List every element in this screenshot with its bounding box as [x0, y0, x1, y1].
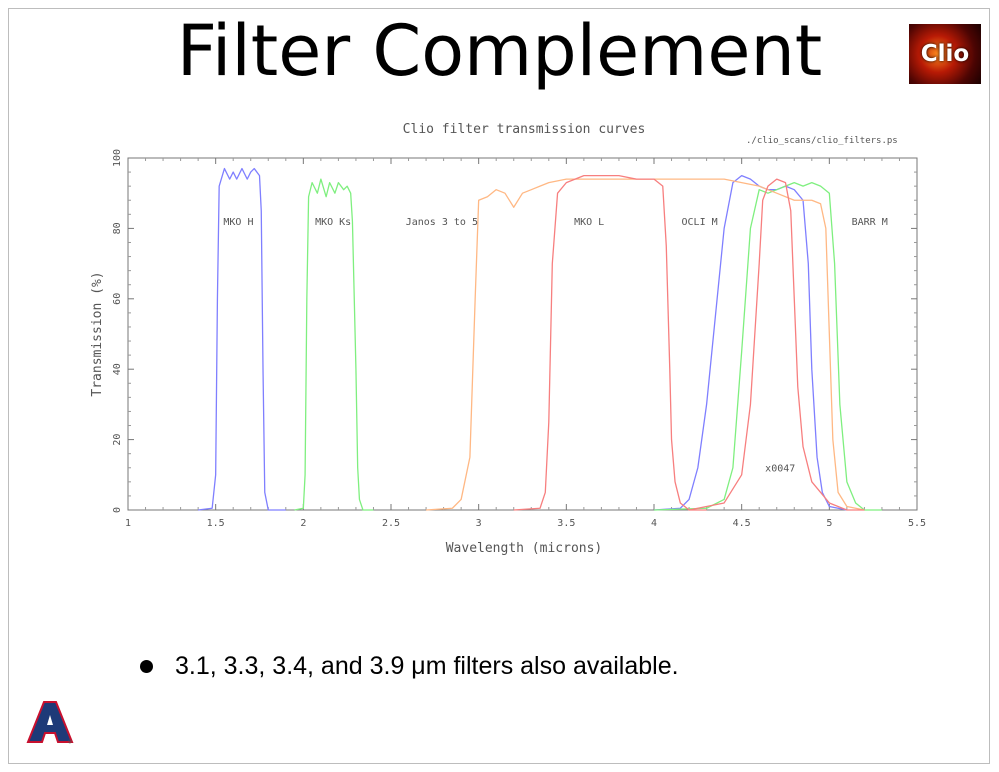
y-tick-label: 80: [112, 222, 123, 234]
x-axis-label: Wavelength (microns): [446, 541, 603, 556]
filter-transmission-chart: Clio filter transmission curves ./clio_s…: [90, 122, 926, 556]
slide-title: Filter Complement: [176, 10, 823, 92]
series-label: BARR M: [852, 217, 888, 228]
x-tick-label: 1: [125, 518, 131, 529]
series-label: MKO L: [574, 217, 604, 228]
series-labels-layer: MKO H MKO Ks Janos 3 to 5 MKO L OCLI M BARR M…: [223, 217, 887, 474]
x-tick-label: 1.5: [207, 518, 225, 529]
y-tick-label: 0: [112, 507, 123, 513]
y-axis-label: Transmission (%): [90, 271, 105, 396]
x-tick-label: 3: [476, 518, 482, 529]
x-tick-label: 2: [300, 518, 306, 529]
y-tick-label: 60: [112, 293, 123, 305]
y-tick-label: 20: [112, 434, 123, 446]
x-tick-label: 4.5: [733, 518, 751, 529]
x-tick-label: 5.5: [908, 518, 926, 529]
bullet-item: 3.1, 3.3, 3.4, and 3.9 μm filters also a…: [140, 648, 679, 684]
x-tick-label: 3.5: [557, 518, 575, 529]
chart-title: Clio filter transmission curves: [403, 122, 646, 137]
chart-container: Clio filter transmission curves ./clio_s…: [90, 122, 926, 556]
clio-logo: Clio: [909, 24, 981, 84]
bullet-text: 3.1, 3.3, 3.4, and 3.9 μm filters also a…: [175, 651, 679, 680]
x-tick-label: 5: [826, 518, 832, 529]
series-line-7: [688, 178, 865, 511]
plot-frame: [127, 157, 918, 511]
series-label: MKO H: [223, 217, 253, 228]
x-tick-label: 4: [651, 518, 657, 529]
axis-ticks: 1 1.5 2 2.5 3 3.5 4 4.5 5 5.5 0 20 40 60 80 100: [112, 149, 926, 529]
chart-subtitle: ./clio_scans/clio_filters.ps: [746, 136, 898, 146]
curves-layer: [198, 167, 882, 511]
y-tick-label: 100: [112, 149, 123, 167]
series-line-2: [294, 178, 374, 511]
series-line-1: [198, 167, 286, 511]
series-label: Janos 3 to 5: [406, 217, 478, 228]
series-line-5: [426, 178, 865, 511]
y-tick-label: 40: [112, 363, 123, 375]
bullet-dot: [140, 659, 153, 673]
clio-logo-text: Clio: [920, 41, 970, 67]
series-line-6: [513, 174, 707, 511]
svg-text:®: ®: [68, 739, 72, 746]
university-of-arizona-logo: ®: [26, 701, 74, 746]
series-label: x0047: [765, 463, 795, 474]
x-tick-label: 2.5: [382, 518, 400, 529]
series-label: MKO Ks: [315, 217, 351, 228]
series-line-4: [653, 181, 882, 511]
slide-frame: [8, 8, 990, 764]
series-label: OCLI M: [682, 217, 718, 228]
